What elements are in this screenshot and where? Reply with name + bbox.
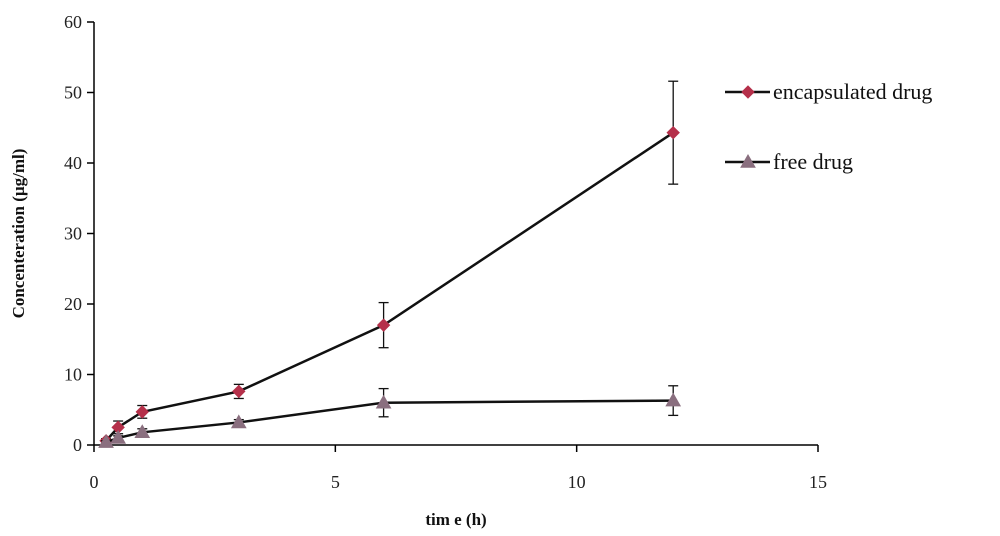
- x-tick-label: 15: [809, 472, 827, 492]
- y-tick-label: 30: [64, 224, 82, 244]
- data-point-encapsulated-drug: [666, 125, 680, 140]
- data-point-free-drug: [98, 434, 114, 448]
- y-tick-label: 40: [64, 153, 82, 173]
- data-point-free-drug: [375, 394, 392, 409]
- x-tick-label: 5: [331, 472, 340, 492]
- data-point-encapsulated-drug: [135, 405, 149, 419]
- data-point-encapsulated-drug: [232, 384, 246, 399]
- legend-marker-encapsulated-drug: [741, 85, 755, 99]
- series-line-encapsulated-drug: [105, 131, 674, 442]
- legend-marker-free-drug: [740, 153, 756, 168]
- y-tick-label: 10: [64, 365, 82, 385]
- data-point-free-drug: [665, 392, 682, 407]
- y-tick-label: 60: [64, 12, 82, 32]
- y-tick-label: 0: [73, 435, 82, 455]
- y-tick-label: 50: [64, 83, 82, 103]
- y-axis-title: Concenteration (µg/ml): [9, 149, 28, 319]
- legend-label-encapsulated-drug: encapsulated drug: [773, 79, 932, 104]
- x-tick-label: 0: [90, 472, 99, 492]
- data-point-free-drug: [110, 429, 126, 444]
- data-point-encapsulated-drug: [376, 318, 391, 332]
- x-axis-title: tim e (h): [425, 510, 486, 529]
- legend: encapsulated drug free drug: [725, 79, 932, 174]
- plot-area: 0 10 20 30 40 50 60 0 5 10 15: [64, 12, 827, 492]
- data-point-free-drug: [134, 424, 151, 439]
- x-tick-label: 10: [568, 472, 586, 492]
- data-point-free-drug: [230, 414, 247, 429]
- y-tick-label: 20: [64, 294, 82, 314]
- legend-label-free-drug: free drug: [773, 149, 853, 174]
